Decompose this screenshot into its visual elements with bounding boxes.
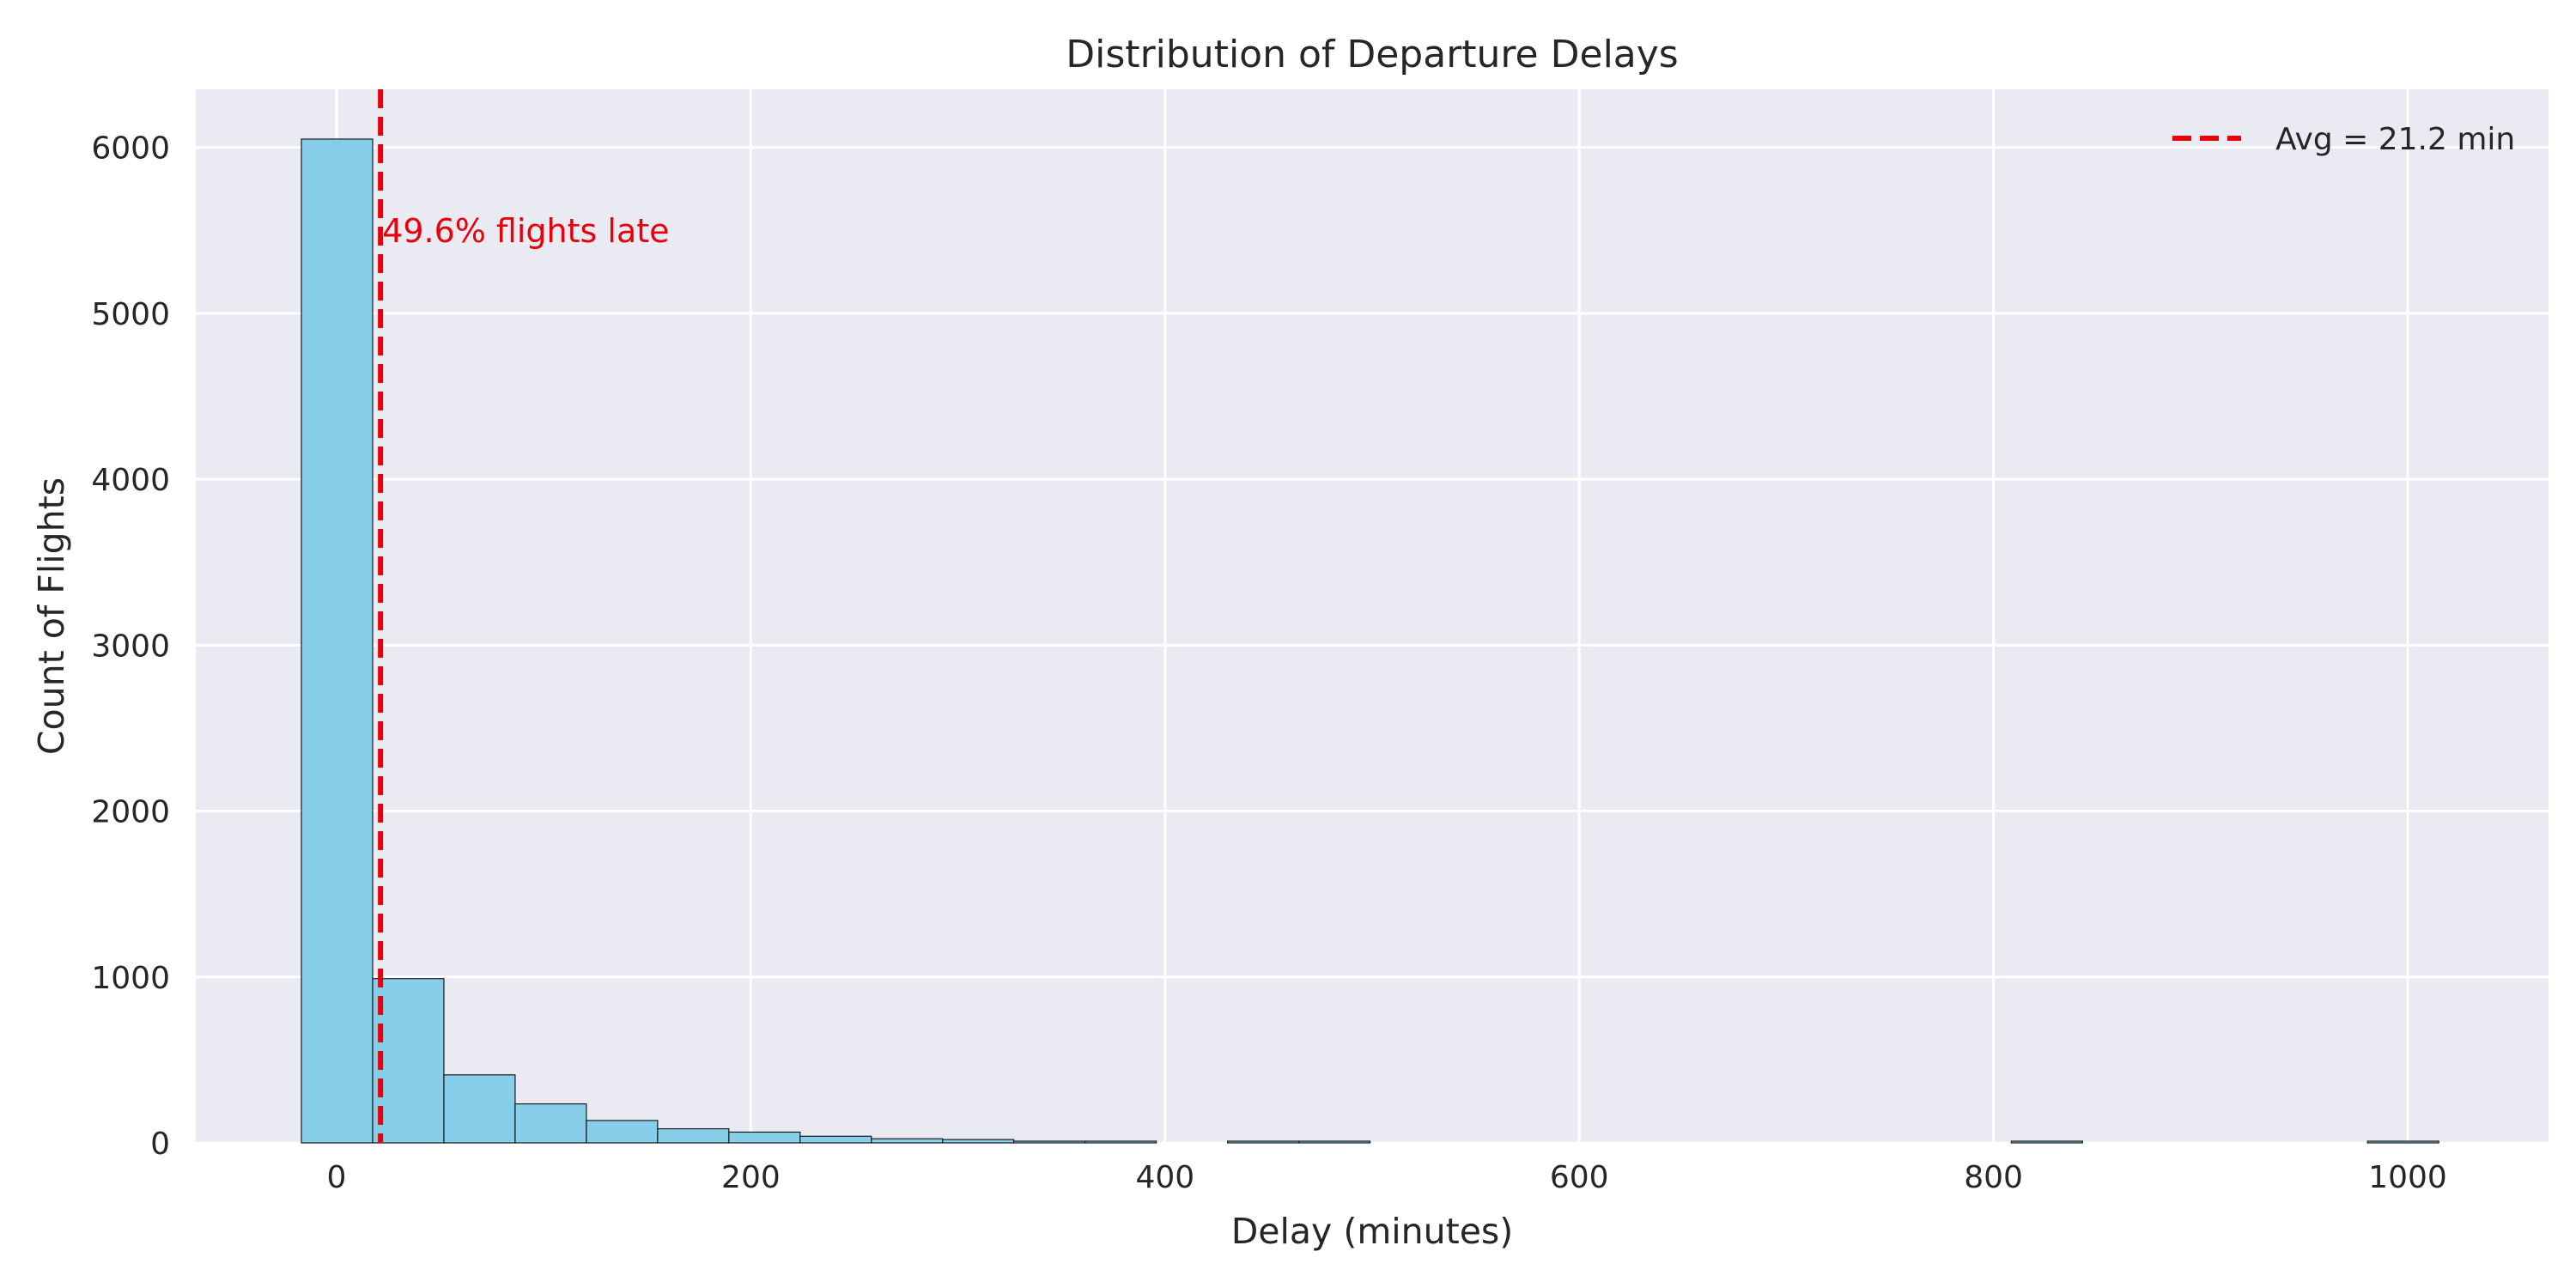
y-tick-label: 5000 (91, 297, 170, 332)
histogram-bar (2366, 1140, 2439, 1144)
histogram-bar (942, 1139, 1015, 1144)
histogram-bar (2010, 1140, 2083, 1144)
histogram-bars (301, 138, 2439, 1144)
histogram-bar (514, 1103, 587, 1144)
y-tick-label: 2000 (91, 795, 170, 830)
x-tick-label: 800 (1964, 1160, 2023, 1195)
y-tick-label: 1000 (91, 961, 170, 996)
histogram-bar (728, 1131, 801, 1144)
histogram-bar (871, 1138, 944, 1144)
histogram-bar (1298, 1140, 1371, 1144)
x-axis-label: Delay (minutes) (1231, 1211, 1514, 1252)
y-tick-label: 3000 (91, 629, 170, 664)
y-tick-label: 6000 (91, 131, 170, 167)
x-tick-label: 600 (1550, 1160, 1609, 1195)
histogram-bar (301, 138, 374, 1144)
x-tick-label: 400 (1135, 1160, 1194, 1195)
y-axis-label: Count of Flights (31, 477, 72, 755)
late-flights-annotation: 49.6% flights late (382, 212, 669, 250)
histogram-bar (443, 1074, 516, 1144)
histogram-bar (372, 978, 445, 1144)
histogram-bar (1227, 1140, 1300, 1144)
grid-lines (196, 89, 2549, 1145)
plot-area (196, 89, 2549, 1143)
histogram-bar (1084, 1140, 1157, 1144)
histogram-bar (657, 1127, 730, 1144)
tick-labels: 0 200 400 600 800 1000 0 1000 2000 3000 4000 5000 60… (91, 131, 2446, 1195)
x-tick-label: 200 (721, 1160, 781, 1195)
y-tick-label: 0 (150, 1127, 170, 1162)
y-tick-label: 4000 (91, 463, 170, 498)
x-tick-label: 1000 (2368, 1160, 2447, 1195)
histogram-bar (799, 1135, 872, 1144)
legend-avg-label: Avg = 21.2 min (2275, 122, 2515, 157)
x-tick-label: 0 (327, 1160, 347, 1195)
chart-title: Distribution of Departure Delays (1066, 33, 1678, 76)
histogram-bar (1013, 1140, 1086, 1144)
histogram-bar (586, 1120, 659, 1144)
legend: Avg = 21.2 min (2172, 122, 2515, 157)
